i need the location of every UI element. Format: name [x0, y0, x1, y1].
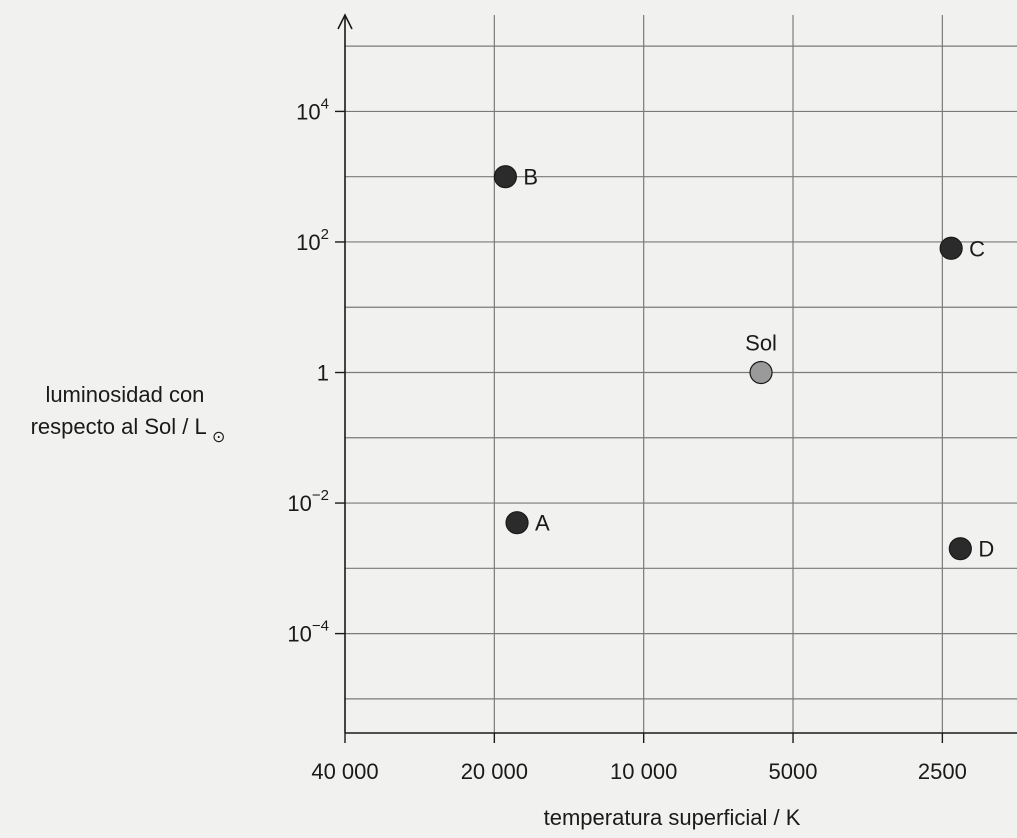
point-d	[948, 537, 972, 561]
x-tick-label: 2500	[918, 759, 967, 784]
y-axis-arrow	[337, 13, 353, 30]
x-tick-label: 40 000	[311, 759, 378, 784]
tick-labels: 40 000 20 000 10 000 5000 2500 10−4 10−2 1 102 10…	[287, 95, 966, 784]
y-axis-label: luminosidad con respecto al Sol / L ⊙	[31, 382, 226, 446]
grid	[345, 15, 1017, 733]
y-axis-label-line2: respecto al Sol / L	[31, 414, 207, 439]
data-points: B C Sol A D	[493, 165, 994, 562]
point-label-d: D	[978, 537, 994, 562]
y-tick-label: 1	[317, 361, 329, 386]
x-axis-label: temperatura superficial / K	[544, 805, 801, 830]
point-label-b: B	[523, 165, 538, 190]
x-tick-label: 5000	[769, 759, 818, 784]
y-tick-label: 104	[296, 95, 329, 124]
sun-symbol: ⊙	[212, 429, 225, 446]
y-tick-label: 10−4	[287, 618, 329, 647]
y-tick-label: 10−2	[287, 487, 329, 516]
y-tick-label: 102	[296, 226, 329, 255]
point-label-a: A	[535, 511, 550, 536]
point-sol	[749, 360, 773, 385]
x-tick-label: 10 000	[610, 759, 677, 784]
point-b	[493, 165, 517, 189]
point-label-c: C	[969, 236, 985, 261]
point-a	[505, 511, 529, 535]
axes	[335, 13, 1017, 743]
point-c	[939, 236, 963, 260]
y-axis-label-line1: luminosidad con	[45, 382, 204, 407]
x-tick-label: 20 000	[461, 759, 528, 784]
point-label-sol: Sol	[745, 331, 777, 356]
